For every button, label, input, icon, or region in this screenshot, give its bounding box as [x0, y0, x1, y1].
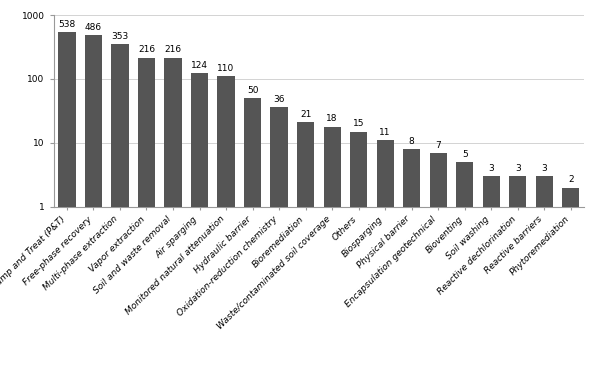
Text: 3: 3 [515, 164, 521, 173]
Bar [85, 35, 102, 376]
Text: 216: 216 [138, 45, 155, 55]
Bar [164, 58, 182, 376]
Bar [536, 176, 553, 376]
Text: 110: 110 [218, 64, 235, 73]
Bar [324, 127, 341, 376]
Bar [350, 132, 367, 376]
Text: 2: 2 [568, 176, 573, 184]
Bar [562, 188, 579, 376]
Bar [483, 176, 500, 376]
Bar [271, 107, 288, 376]
Bar [218, 76, 235, 376]
Text: 3: 3 [488, 164, 494, 173]
Bar [58, 32, 76, 376]
Bar [403, 149, 420, 376]
Text: 11: 11 [380, 128, 391, 137]
Text: 7: 7 [435, 141, 441, 150]
Text: 538: 538 [58, 20, 76, 29]
Text: 486: 486 [85, 23, 102, 32]
Text: 8: 8 [409, 137, 415, 146]
Text: 21: 21 [300, 110, 311, 119]
Text: 36: 36 [274, 95, 285, 104]
Bar [191, 73, 208, 376]
Bar [244, 98, 261, 376]
Bar [111, 44, 129, 376]
Text: 216: 216 [164, 45, 182, 55]
Text: 18: 18 [327, 114, 338, 123]
Bar [430, 153, 447, 376]
Bar [138, 58, 155, 376]
Text: 15: 15 [353, 120, 364, 129]
Text: 124: 124 [191, 61, 208, 70]
Text: 50: 50 [247, 86, 258, 95]
Text: 353: 353 [111, 32, 129, 41]
Bar [509, 176, 526, 376]
Text: 3: 3 [541, 164, 547, 173]
Bar [297, 122, 314, 376]
Bar [456, 162, 473, 376]
Bar [377, 140, 394, 376]
Text: 5: 5 [462, 150, 468, 159]
